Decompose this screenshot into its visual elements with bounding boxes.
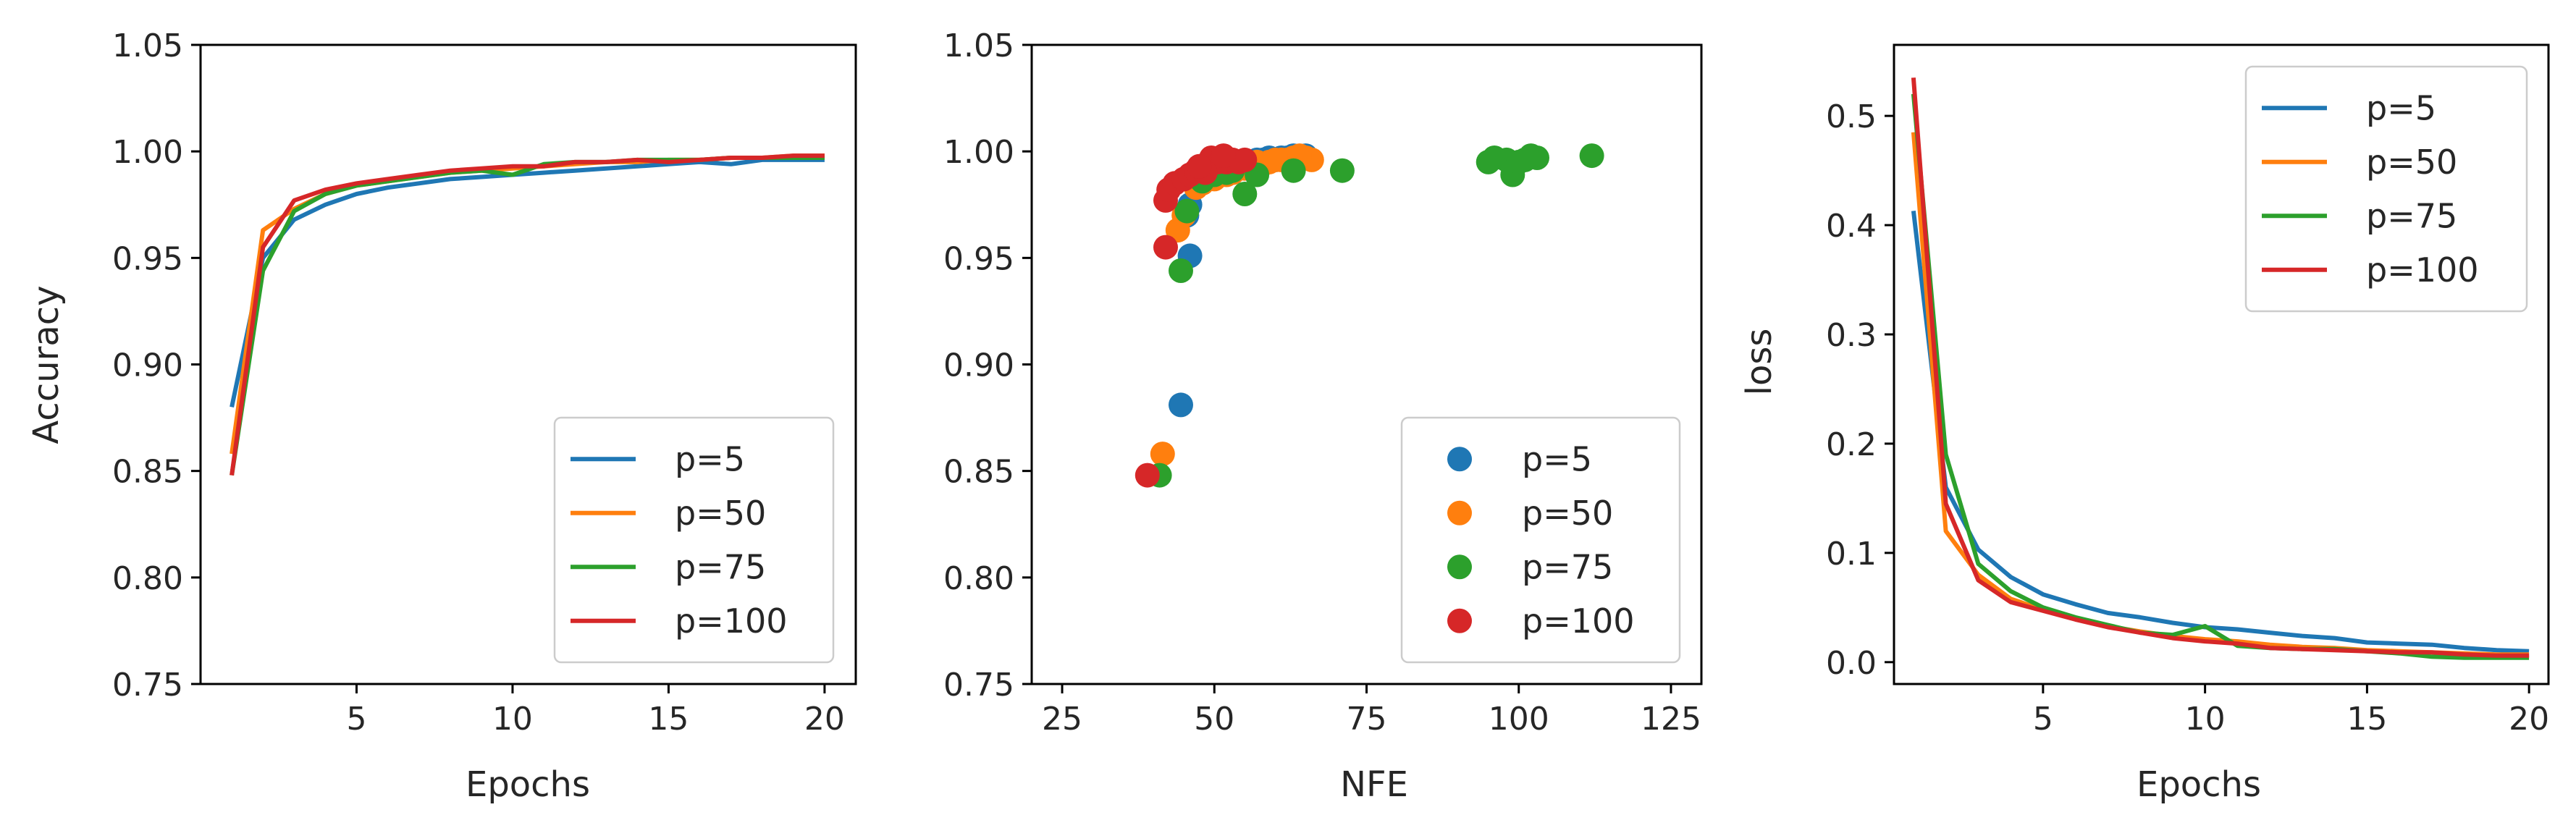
y-tick-label: 0.95 — [112, 240, 183, 277]
scatter-point — [1211, 143, 1236, 169]
y-tick-label: 1.00 — [112, 134, 183, 171]
legend-label: p=100 — [1522, 601, 1635, 641]
series-p=5 — [1911, 211, 2530, 654]
series-line — [230, 157, 825, 408]
series-line — [1911, 211, 2530, 654]
y-tick-label: 0.2 — [1826, 426, 1877, 463]
y-tick-label: 0.80 — [943, 560, 1014, 597]
x-tick-label: 20 — [804, 701, 845, 738]
legend-label: p=5 — [1522, 439, 1592, 478]
legend-swatch — [1447, 554, 1472, 580]
series-p=100 — [230, 153, 825, 476]
scatter-point — [1329, 158, 1355, 183]
legend-label: p=75 — [1522, 547, 1613, 586]
y-tick-label: 0.85 — [943, 454, 1014, 491]
x-tick-label: 15 — [648, 701, 689, 738]
scatter-point — [1482, 145, 1507, 170]
x-axis-label: NFE — [1340, 764, 1408, 805]
scatter-point — [1169, 392, 1193, 418]
y-axis-label: loss — [1739, 329, 1780, 396]
legend-label: p=75 — [675, 547, 766, 586]
x-tick-label: 75 — [1347, 701, 1387, 738]
legend-label: p=100 — [675, 601, 788, 641]
series-p=75 — [1911, 93, 2530, 660]
y-tick-label: 0.3 — [1826, 317, 1877, 354]
loss-vs-epochs-chart: Epochs loss 5 10 15 20 0.0 0.1 0.2 0.3 0.4 0.5 p=5… — [1739, 43, 2550, 805]
legend-label: p=5 — [675, 439, 745, 478]
scatter-point — [1281, 158, 1306, 183]
scatter-point — [1135, 463, 1160, 488]
legend: p=5 p=50 p=75 p=100 — [2244, 65, 2528, 313]
scatter-point — [1506, 149, 1531, 174]
x-tick-label: 15 — [2346, 701, 2387, 738]
y-tick-label: 0.90 — [112, 347, 183, 384]
legend-swatch — [1447, 447, 1472, 472]
accuracy-vs-nfe-chart: NFE 25 50 75 100 125 0.75 0.80 0.85 0.90 0.95 1.00… — [943, 28, 1703, 805]
series-p=100 — [1911, 77, 2530, 658]
legend-label: p=50 — [1522, 494, 1613, 533]
series-p=100 — [1135, 143, 1258, 488]
series-p=5 — [230, 157, 825, 408]
x-tick-label: 100 — [1489, 701, 1549, 738]
y-tick-label: 0.75 — [112, 667, 183, 704]
x-tick-label: 5 — [2033, 701, 2053, 738]
scatter-point — [1232, 147, 1258, 172]
y-tick-label: 0.85 — [112, 454, 183, 491]
x-tick-label: 5 — [346, 701, 366, 738]
legend-label: p=50 — [2366, 143, 2457, 182]
legend-label: p=100 — [2366, 250, 2479, 290]
legend-label: p=50 — [675, 494, 766, 533]
legend-label: p=5 — [2366, 88, 2436, 127]
legend-box — [553, 416, 835, 664]
x-axis-label: Epochs — [466, 764, 590, 805]
scatter-point — [1263, 147, 1288, 172]
legend-swatch — [1447, 500, 1472, 525]
legend-box — [1400, 416, 1681, 664]
y-tick-label: 0.0 — [1826, 645, 1877, 682]
series-line — [1911, 77, 2530, 658]
y-axis-label: Accuracy — [26, 285, 67, 444]
scatter-point — [1169, 258, 1193, 283]
x-tick-label: 50 — [1194, 701, 1234, 738]
legend-box — [2244, 65, 2528, 313]
x-tick-label: 125 — [1641, 701, 1701, 738]
y-tick-label: 0.95 — [943, 240, 1014, 277]
legend-swatch — [1447, 608, 1472, 633]
accuracy-vs-epochs-chart: Epochs Accuracy 5 10 15 20 0.75 0.80 0.85 0.90 0… — [26, 28, 857, 805]
scatter-point — [1153, 235, 1178, 260]
series-p=75 — [1147, 143, 1604, 488]
legend-label: p=75 — [2366, 196, 2457, 235]
x-tick-label: 25 — [1042, 701, 1082, 738]
y-tick-label: 0.1 — [1826, 536, 1877, 573]
scatter-point — [1232, 182, 1258, 206]
y-tick-label: 0.4 — [1826, 208, 1877, 245]
legend: p=5 p=50 p=75 p=100 — [553, 416, 835, 664]
scatter-point — [1187, 153, 1212, 179]
y-tick-label: 0.90 — [943, 347, 1014, 384]
scatter-point — [1174, 198, 1200, 224]
x-tick-label: 10 — [2185, 701, 2226, 738]
scatter-point — [1579, 143, 1604, 169]
x-tick-label: 10 — [492, 701, 533, 738]
series-line — [230, 153, 825, 476]
y-tick-label: 0.80 — [112, 560, 183, 597]
y-tick-label: 1.00 — [943, 134, 1014, 171]
y-tick-label: 1.05 — [943, 28, 1014, 64]
y-tick-label: 0.5 — [1826, 98, 1877, 135]
y-tick-label: 0.75 — [943, 667, 1014, 704]
legend: p=5 p=50 p=75 p=100 — [1400, 416, 1681, 664]
series-line — [1911, 93, 2530, 660]
x-axis-label: Epochs — [2137, 764, 2261, 805]
y-tick-label: 1.05 — [112, 28, 183, 64]
scatter-point — [1150, 442, 1175, 467]
x-tick-label: 20 — [2509, 701, 2549, 738]
